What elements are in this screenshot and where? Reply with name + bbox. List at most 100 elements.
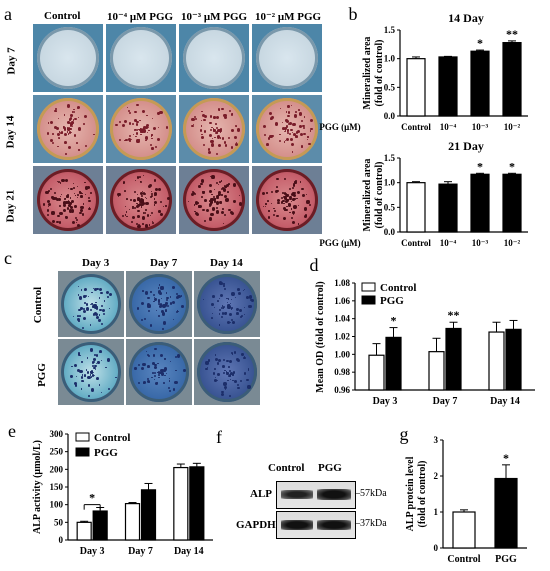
b-top-bar-1 <box>406 58 426 117</box>
b-top-xprefix: PGG (μM) <box>319 122 360 132</box>
g-ytick-label: 3 <box>434 435 439 445</box>
d-bar-2-1 <box>428 351 445 391</box>
b-top-ytick-label: 1.5 <box>384 25 396 35</box>
d-ytick-label: 1.04 <box>334 314 350 324</box>
d-sig-1: * <box>391 314 397 328</box>
b-bottom-xtick-label: 10⁻² <box>504 238 521 248</box>
d-ytick-label: 1.08 <box>334 278 350 288</box>
b-bottom-ytick-label: 1.5 <box>384 153 396 163</box>
b-top-xtick-label: 10⁻³ <box>472 122 489 132</box>
panel-a-col-header-4: 10⁻² μM PGG <box>255 11 322 23</box>
panel-a-well-r3-c3 <box>179 166 249 234</box>
panel-c-well-r2-c2 <box>126 339 192 405</box>
g-bar-1 <box>452 511 476 549</box>
d-bar-1-1 <box>368 354 385 391</box>
d-ytick-label: 1.02 <box>334 332 350 342</box>
panel-a-well-r2-c4 <box>252 95 322 163</box>
d-bar-2-2 <box>445 327 462 391</box>
panel-a-label: a <box>4 4 12 24</box>
b-top-bar-2 <box>438 56 458 117</box>
panel-f-size-57: –57kDa <box>355 488 387 499</box>
b-bottom-sig-4: * <box>509 159 515 173</box>
culture-well <box>37 27 99 89</box>
d-bar-3-1 <box>488 331 505 391</box>
e-ytick-label: 200 <box>50 464 64 474</box>
panel-a-well-r3-c2 <box>106 166 176 234</box>
band-alp-pgg <box>317 489 351 500</box>
e-ylabel: ALP activity (μmol/L) <box>32 440 43 534</box>
panel-c-label: c <box>4 248 12 268</box>
band-gapdh-control <box>281 520 313 530</box>
e-ytick-label: 100 <box>50 500 64 510</box>
d-xtick-label: Day 14 <box>490 396 520 407</box>
e-xtick-label: Day 3 <box>80 546 105 557</box>
e-ytick-label: 250 <box>50 447 64 457</box>
e-xtick-label: Day 7 <box>128 546 153 557</box>
panel-f-band-alp-label: ALP <box>250 488 272 500</box>
b-top-ytick-label: 0.5 <box>384 82 396 92</box>
e-ytick-label: 300 <box>50 429 64 439</box>
panel-a-well-r2-c2 <box>106 95 176 163</box>
e-legend-swatch-control <box>75 432 90 442</box>
panel-b-label: b <box>349 4 358 24</box>
g-ylabel: ALP protein level <box>405 456 416 531</box>
g-sig-2: * <box>503 451 509 465</box>
d-sig-2: ** <box>448 308 460 322</box>
b-bottom-xtick-label: Control <box>401 238 431 248</box>
g-bar-2 <box>494 477 518 549</box>
panel-c-well-r1-c2 <box>126 271 192 337</box>
b-top-ytick-label: 0.0 <box>384 111 396 121</box>
band-gapdh-pgg <box>317 520 351 530</box>
culture-well <box>256 98 318 160</box>
g-ytick-label: 2 <box>434 471 439 481</box>
panel-a-col-header-3: 10⁻³ μM PGG <box>181 11 248 23</box>
b-bottom-ylabel: Mineralized area <box>362 159 373 232</box>
b-top-ylabel: Mineralized area <box>362 37 373 110</box>
panel-f-blot-alp <box>276 481 356 509</box>
d-bar-1-2 <box>385 336 402 391</box>
b-bottom-title: 21 Day <box>448 139 484 153</box>
b-bottom-xtick-label: 10⁻⁴ <box>440 238 457 248</box>
d-legend-swatch-pgg <box>361 295 376 305</box>
b-bottom-bar-1 <box>406 182 426 233</box>
panel-a-well-r1-c4 <box>252 24 322 92</box>
d-bar-3-2 <box>505 328 522 391</box>
b-top-sig-3: * <box>477 36 483 50</box>
panel-c-col-header-3: Day 14 <box>210 257 243 269</box>
d-ytick-label: 1.06 <box>334 296 350 306</box>
panel-a-well-r1-c1 <box>33 24 103 92</box>
g-ytick-label: 0 <box>434 543 439 553</box>
panel-e-label: e <box>8 421 16 441</box>
panel-f-col-control: Control <box>268 462 305 474</box>
panel-a-well-r2-c1 <box>33 95 103 163</box>
panel-c-well-r2-c3 <box>194 339 260 405</box>
g-xtick-label: Control <box>447 554 480 565</box>
d-legend-swatch-control <box>361 282 376 292</box>
d-xtick-label: Day 3 <box>373 396 398 407</box>
e-ytick-label: 0 <box>59 535 64 545</box>
e-bar-1-2 <box>92 510 108 541</box>
panel-a-col-header-1: Control <box>44 10 81 22</box>
band-alp-control <box>281 490 313 499</box>
panel-c-well-r1-c1 <box>58 271 124 337</box>
e-legend-swatch-pgg <box>75 447 90 457</box>
d-ylabel: Mean OD (fold of control) <box>315 281 326 392</box>
d-legend-control: Control <box>380 282 416 294</box>
b-bottom-ytick-label: 0.0 <box>384 227 396 237</box>
panel-a-well-r1-c2 <box>106 24 176 92</box>
e-bar-3-1 <box>173 466 189 541</box>
e-bar-2-2 <box>140 489 157 541</box>
panel-a-well-r3-c4 <box>252 166 322 234</box>
panel-f-label: f <box>216 427 222 447</box>
b-top-title: 14 Day <box>448 11 484 25</box>
panel-c-well-r2-c1 <box>58 339 124 405</box>
panel-f-size-37: –37kDa <box>355 518 387 529</box>
panel-a-well-r2-c3 <box>179 95 249 163</box>
b-bottom-xprefix: PGG (μM) <box>319 238 360 248</box>
d-ytick-label: 1.00 <box>334 349 350 359</box>
culture-well <box>197 274 257 334</box>
g-ytick-label: 1 <box>434 507 439 517</box>
panel-a-col-header-2: 10⁻⁴ μM PGG <box>107 11 174 23</box>
e-xtick-label: Day 14 <box>174 546 204 557</box>
